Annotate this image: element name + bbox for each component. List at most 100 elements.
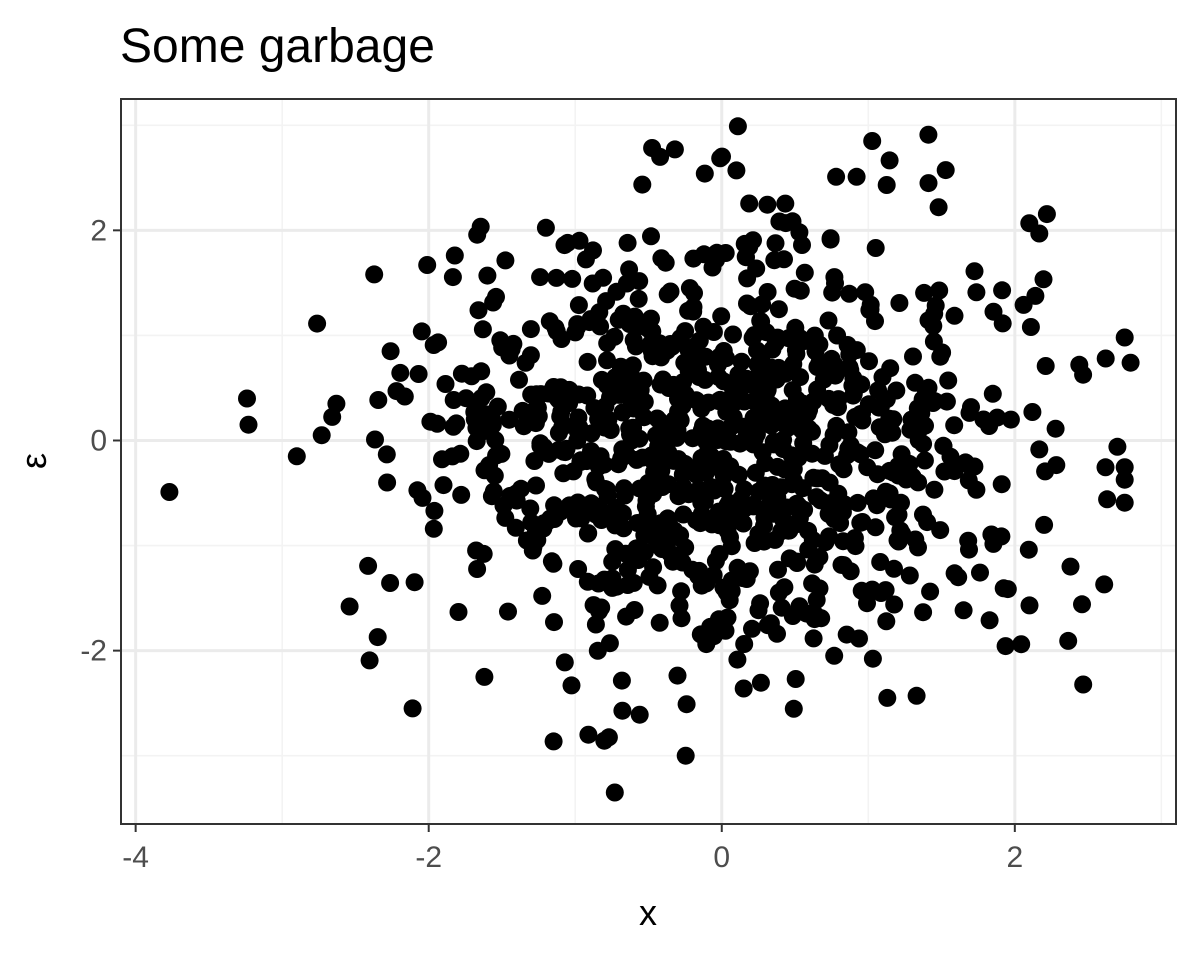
data-point bbox=[606, 540, 625, 559]
data-point bbox=[866, 518, 885, 537]
data-point bbox=[665, 521, 684, 540]
data-point bbox=[478, 266, 497, 285]
data-point bbox=[563, 269, 582, 288]
data-point bbox=[639, 320, 658, 339]
data-point bbox=[675, 353, 694, 372]
data-point bbox=[925, 480, 944, 499]
data-point bbox=[712, 307, 731, 326]
data-point bbox=[885, 595, 904, 614]
data-point bbox=[734, 679, 753, 698]
data-point bbox=[391, 363, 410, 382]
data-point bbox=[790, 509, 809, 528]
data-point bbox=[945, 462, 964, 481]
data-point bbox=[668, 666, 687, 685]
data-point bbox=[993, 314, 1012, 333]
data-point bbox=[395, 387, 414, 406]
data-point bbox=[949, 568, 968, 587]
data-point bbox=[544, 732, 563, 751]
data-point bbox=[690, 480, 708, 499]
data-point bbox=[959, 531, 978, 550]
data-point bbox=[613, 701, 632, 720]
data-point bbox=[937, 392, 956, 411]
data-point bbox=[1059, 631, 1078, 650]
data-point bbox=[703, 258, 722, 277]
data-point bbox=[552, 402, 571, 421]
data-point bbox=[635, 526, 654, 545]
y-axis-title: ε bbox=[13, 453, 54, 469]
data-point bbox=[695, 164, 714, 183]
data-point bbox=[890, 294, 909, 312]
data-point bbox=[623, 396, 642, 415]
data-point bbox=[996, 637, 1015, 656]
data-point bbox=[960, 403, 979, 422]
data-point bbox=[954, 601, 973, 620]
data-point bbox=[737, 570, 756, 588]
data-point bbox=[465, 403, 484, 421]
data-point bbox=[992, 475, 1011, 494]
data-point bbox=[768, 457, 787, 476]
data-point bbox=[993, 281, 1012, 300]
data-point bbox=[777, 416, 796, 435]
data-point bbox=[649, 536, 668, 555]
data-point bbox=[671, 329, 690, 348]
data-point bbox=[624, 573, 643, 592]
data-point bbox=[586, 500, 605, 519]
data-point bbox=[881, 359, 900, 378]
data-point bbox=[878, 688, 897, 707]
data-point bbox=[650, 613, 669, 632]
data-point bbox=[1020, 596, 1039, 615]
data-point bbox=[526, 523, 545, 542]
data-point bbox=[625, 601, 644, 619]
data-point bbox=[554, 442, 573, 461]
data-point bbox=[452, 485, 471, 504]
data-point bbox=[381, 342, 400, 361]
data-point bbox=[421, 412, 440, 431]
data-point bbox=[751, 673, 770, 692]
data-point bbox=[690, 331, 709, 350]
data-point bbox=[772, 598, 791, 617]
data-point bbox=[586, 615, 605, 634]
data-point bbox=[676, 538, 695, 557]
data-point bbox=[500, 346, 519, 365]
data-point bbox=[821, 229, 840, 248]
data-point bbox=[1095, 575, 1114, 594]
data-point bbox=[824, 395, 843, 414]
data-point bbox=[366, 430, 384, 449]
data-point bbox=[747, 259, 766, 278]
data-point bbox=[876, 482, 895, 501]
data-point bbox=[592, 370, 611, 389]
data-point bbox=[749, 601, 768, 620]
data-point bbox=[740, 194, 759, 213]
data-point bbox=[731, 434, 749, 453]
data-point bbox=[919, 174, 938, 193]
data-point bbox=[527, 476, 545, 495]
data-point bbox=[360, 651, 379, 670]
data-point bbox=[665, 140, 684, 159]
data-point bbox=[669, 450, 688, 469]
data-point bbox=[820, 435, 839, 454]
data-point bbox=[885, 559, 903, 578]
data-point bbox=[546, 318, 565, 337]
data-point bbox=[312, 426, 331, 445]
data-point bbox=[1061, 557, 1080, 576]
data-point bbox=[672, 609, 691, 628]
data-point bbox=[1121, 353, 1140, 372]
data-point bbox=[728, 650, 747, 669]
data-point bbox=[473, 320, 492, 339]
data-point bbox=[588, 641, 607, 660]
data-point bbox=[1021, 318, 1040, 336]
data-point bbox=[539, 444, 558, 463]
data-point bbox=[743, 619, 761, 638]
data-point bbox=[711, 149, 730, 168]
data-point bbox=[579, 725, 598, 744]
data-point bbox=[1034, 270, 1053, 289]
data-point bbox=[735, 499, 754, 518]
data-point bbox=[656, 253, 675, 272]
data-point bbox=[533, 586, 552, 605]
data-point bbox=[715, 479, 734, 498]
data-point bbox=[612, 671, 631, 690]
data-point bbox=[810, 579, 829, 598]
data-point bbox=[674, 478, 693, 497]
data-point bbox=[549, 423, 568, 442]
